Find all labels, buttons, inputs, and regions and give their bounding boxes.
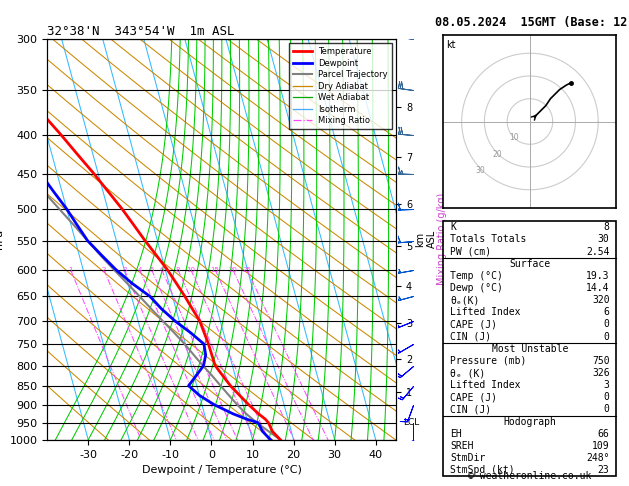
Text: 25: 25 <box>243 267 252 273</box>
Text: 23: 23 <box>598 465 610 475</box>
Text: EH: EH <box>450 429 462 439</box>
Text: 30: 30 <box>476 166 486 175</box>
Y-axis label: hPa: hPa <box>0 229 4 249</box>
Text: 6: 6 <box>159 267 164 273</box>
Text: 32°38'N  343°54'W  1m ASL: 32°38'N 343°54'W 1m ASL <box>47 25 235 38</box>
Text: StmSpd (kt): StmSpd (kt) <box>450 465 515 475</box>
Text: CIN (J): CIN (J) <box>450 331 491 342</box>
Text: Mixing Ratio (g/kg): Mixing Ratio (g/kg) <box>437 193 447 285</box>
Text: 08.05.2024  15GMT (Base: 12): 08.05.2024 15GMT (Base: 12) <box>435 16 629 29</box>
Text: 15: 15 <box>211 267 220 273</box>
Text: 19.3: 19.3 <box>586 271 610 281</box>
Text: 8: 8 <box>175 267 180 273</box>
Text: Lifted Index: Lifted Index <box>450 307 521 317</box>
Text: CAPE (J): CAPE (J) <box>450 319 498 330</box>
Text: θₑ(K): θₑ(K) <box>450 295 480 305</box>
Text: 14.4: 14.4 <box>586 283 610 293</box>
Text: Pressure (mb): Pressure (mb) <box>450 356 526 366</box>
Text: 5: 5 <box>150 267 154 273</box>
Text: Temp (°C): Temp (°C) <box>450 271 503 281</box>
Legend: Temperature, Dewpoint, Parcel Trajectory, Dry Adiabat, Wet Adiabat, Isotherm, Mi: Temperature, Dewpoint, Parcel Trajectory… <box>289 43 392 129</box>
Text: 20: 20 <box>228 267 237 273</box>
Y-axis label: km
ASL: km ASL <box>415 230 437 248</box>
Text: 326: 326 <box>592 368 610 378</box>
Text: 109: 109 <box>592 441 610 451</box>
Text: 1: 1 <box>69 267 73 273</box>
Text: 3: 3 <box>122 267 126 273</box>
Text: CAPE (J): CAPE (J) <box>450 392 498 402</box>
Text: 3: 3 <box>604 380 610 390</box>
Text: K: K <box>450 222 456 232</box>
Text: Surface: Surface <box>509 259 550 269</box>
Text: Hodograph: Hodograph <box>503 417 557 427</box>
Text: 0: 0 <box>604 331 610 342</box>
Text: Lifted Index: Lifted Index <box>450 380 521 390</box>
Text: 4: 4 <box>137 267 142 273</box>
Text: 0: 0 <box>604 392 610 402</box>
Text: 320: 320 <box>592 295 610 305</box>
Text: θₑ (K): θₑ (K) <box>450 368 486 378</box>
Text: 10: 10 <box>509 133 518 142</box>
Text: StmDir: StmDir <box>450 453 486 463</box>
Text: SREH: SREH <box>450 441 474 451</box>
Text: Totals Totals: Totals Totals <box>450 234 526 244</box>
Text: CIN (J): CIN (J) <box>450 404 491 415</box>
Text: 0: 0 <box>604 404 610 415</box>
Text: kt: kt <box>446 39 455 50</box>
Text: 248°: 248° <box>586 453 610 463</box>
Text: PW (cm): PW (cm) <box>450 246 491 257</box>
Text: 6: 6 <box>604 307 610 317</box>
Text: 8: 8 <box>604 222 610 232</box>
Text: 30: 30 <box>598 234 610 244</box>
Text: LCL: LCL <box>403 418 420 427</box>
Text: 20: 20 <box>493 150 502 159</box>
X-axis label: Dewpoint / Temperature (°C): Dewpoint / Temperature (°C) <box>142 465 302 475</box>
Text: 2.54: 2.54 <box>586 246 610 257</box>
Text: 750: 750 <box>592 356 610 366</box>
Text: 10: 10 <box>186 267 196 273</box>
Text: Most Unstable: Most Unstable <box>492 344 568 354</box>
Text: © weatheronline.co.uk: © weatheronline.co.uk <box>468 471 592 481</box>
Text: 66: 66 <box>598 429 610 439</box>
Text: Dewp (°C): Dewp (°C) <box>450 283 503 293</box>
Text: 0: 0 <box>604 319 610 330</box>
Text: 2: 2 <box>102 267 106 273</box>
